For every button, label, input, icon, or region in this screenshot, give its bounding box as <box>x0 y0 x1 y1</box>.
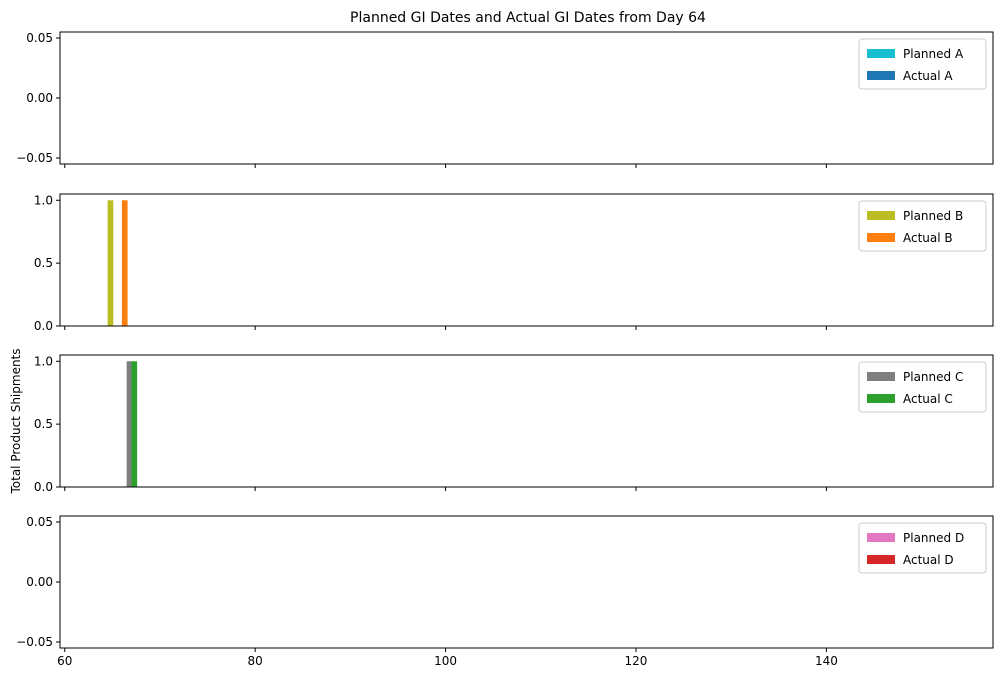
x-tick-label: 140 <box>815 654 838 668</box>
y-tick-label: 1.0 <box>34 354 53 368</box>
y-tick-label: 0.05 <box>26 515 53 529</box>
x-tick-label: 80 <box>248 654 263 668</box>
legend-swatch <box>867 372 895 381</box>
legend-label: Actual C <box>903 392 953 406</box>
y-tick-label: 1.0 <box>34 193 53 207</box>
bar-actual-b <box>121 200 128 326</box>
y-tick-label: 0.00 <box>26 91 53 105</box>
subplot-4: −0.05 0.00 0.05 60 80 100 120 140 Planned D Actua… <box>16 515 994 668</box>
axes-frame <box>59 193 994 327</box>
y-tick-label: 0.05 <box>26 31 53 45</box>
legend-swatch <box>867 533 895 542</box>
axes-frame <box>59 354 994 488</box>
x-tick-label: 60 <box>57 654 72 668</box>
subplot-1: −0.05 0.00 0.05 Planned A Actual A <box>16 31 994 168</box>
y-tick-label: 0.00 <box>26 575 53 589</box>
legend-label: Actual B <box>903 231 953 245</box>
legend-label: Actual A <box>903 69 953 83</box>
bar-planned-b <box>107 200 114 326</box>
legend: Planned A Actual A <box>858 38 987 90</box>
legend-label: Planned A <box>903 47 964 61</box>
subplot-3: 0.0 0.5 1.0 Planned C Actual C <box>34 354 994 494</box>
legend: Planned D Actual D <box>858 522 987 574</box>
legend-swatch <box>867 394 895 403</box>
y-tick-label: −0.05 <box>16 635 53 649</box>
y-tick-label: 0.5 <box>34 256 53 270</box>
subplot-2: 0.0 0.5 1.0 Planned B Actual B <box>34 193 994 333</box>
axes-frame <box>59 31 994 165</box>
bar-actual-c <box>131 361 138 487</box>
legend-swatch <box>867 211 895 220</box>
legend-swatch <box>867 71 895 80</box>
subplots: −0.05 0.00 0.05 Planned A Actual A 0.0 0.5 1.0 P… <box>16 31 994 668</box>
legend: Planned C Actual C <box>858 361 987 413</box>
legend: Planned B Actual B <box>858 200 987 252</box>
y-tick-label: −0.05 <box>16 151 53 165</box>
x-tick-label: 100 <box>434 654 457 668</box>
y-tick-label: 0.0 <box>34 480 53 494</box>
legend-label: Planned C <box>903 370 963 384</box>
legend-label: Actual D <box>903 553 954 567</box>
bar-planned-c <box>126 361 133 487</box>
legend-swatch <box>867 233 895 242</box>
y-tick-label: 0.0 <box>34 319 53 333</box>
axes-frame <box>59 515 994 649</box>
x-tick-label: 120 <box>625 654 648 668</box>
legend-label: Planned D <box>903 531 964 545</box>
y-tick-label: 0.5 <box>34 417 53 431</box>
legend-swatch <box>867 49 895 58</box>
legend-swatch <box>867 555 895 564</box>
chart-title: Planned GI Dates and Actual GI Dates fro… <box>350 10 706 26</box>
y-axis-label: Total Product Shipments <box>9 348 23 494</box>
legend-label: Planned B <box>903 209 963 223</box>
